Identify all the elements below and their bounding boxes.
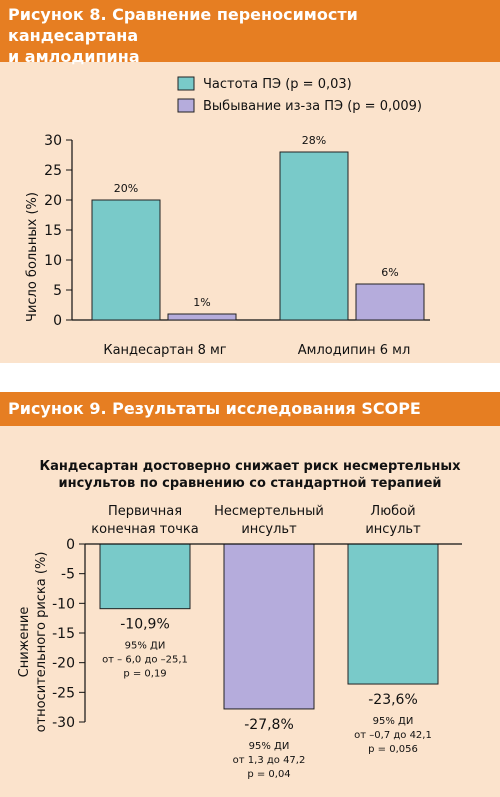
ci-note-line: от 1,3 до 47,2 [233, 755, 306, 766]
y-tick-label: 0 [53, 313, 62, 329]
category-label-line2: инсульт [365, 522, 421, 537]
y-tick-label: -25 [52, 685, 75, 701]
figure-9-title: Рисунок 9. Результаты исследования SCOPE [0, 392, 500, 426]
bar-1-2 [167, 313, 237, 321]
legend-swatch-2 [177, 98, 195, 113]
figure-8-panel: Рисунок 8. Сравнение переносимости канде… [0, 0, 500, 363]
figure-9-subtitle: Кандесартан достоверно снижает риск несм… [0, 458, 500, 492]
ci-note-line: от –0,7 до 42,1 [354, 730, 432, 741]
figure-9-chart: Первичная конечная точка Несмертельный инсу… [17, 504, 462, 780]
ci-note-line: 95% ДИ [373, 716, 414, 727]
figure-8-title: Рисунок 8. Сравнение переносимости канде… [0, 0, 500, 66]
bar-value-label: -27,8% [244, 717, 294, 733]
ci-note-line: p = 0,056 [368, 744, 418, 755]
bar-value-label: -23,6% [368, 692, 418, 708]
category-label-line2: инсульт [241, 522, 297, 537]
y-axis-label-line2: относительного риска (%) [34, 552, 49, 733]
bar-value-label: 28% [302, 134, 326, 147]
bar-value-label: -10,9% [120, 617, 170, 633]
y-axis-label: Число больных (%) [25, 192, 40, 322]
figure-9-title-text: Рисунок 9. Результаты исследования SCOPE [8, 399, 421, 418]
ci-notes: -10,9% 95% ДИ от – 6,0 до –25,1 p = 0,19 -27… [102, 617, 432, 780]
y-axis-ticks: 0 -5 -10 -15 -20 -25 -30 [52, 537, 85, 731]
y-tick-label: 0 [66, 537, 75, 553]
category-label-line2: конечная точка [91, 522, 198, 537]
bar-value-label: 20% [114, 182, 138, 195]
ci-note-line: 95% ДИ [125, 641, 166, 652]
bar-2 [223, 543, 315, 710]
legend-label-1: Частота ПЭ (p = 0,03) [203, 77, 352, 92]
bar-1-1 [91, 199, 161, 321]
figure-8-chart: Частота ПЭ (p = 0,03) Выбывание из-за ПЭ… [25, 76, 430, 358]
y-tick-label: -5 [61, 567, 75, 583]
legend-swatch-1 [177, 76, 195, 91]
ci-note-line: p = 0,04 [247, 769, 290, 780]
panel-gap [0, 363, 500, 392]
bar-value-label: 1% [193, 296, 210, 309]
category-label-line1: Первичная [108, 504, 182, 519]
y-tick-label: -20 [52, 656, 75, 672]
ci-note-line: 95% ДИ [249, 741, 290, 752]
figure-8-title-line2: и амлодипина [8, 47, 140, 66]
y-tick-label: -10 [52, 596, 75, 612]
y-tick-label: -15 [52, 626, 75, 642]
y-tick-label: 20 [44, 193, 62, 209]
ci-note-line: от – 6,0 до –25,1 [102, 655, 188, 666]
bar-value-label: 6% [381, 266, 398, 279]
y-tick-label: 10 [44, 253, 62, 269]
y-tick-label: 30 [44, 133, 62, 149]
category-label-2: Амлодипин 6 мл [298, 343, 411, 358]
bars [99, 543, 439, 710]
category-labels: Первичная конечная точка Несмертельный инсу… [91, 504, 421, 537]
category-label-1: Кандесартан 8 мг [103, 343, 226, 358]
category-label-line1: Несмертельный [214, 504, 324, 519]
figure-9-subtitle-line1: Кандесартан достоверно снижает риск несм… [39, 459, 461, 474]
legend-label-2: Выбывание из-за ПЭ (p = 0,009) [203, 99, 422, 114]
legend: Частота ПЭ (p = 0,03) Выбывание из-за ПЭ… [177, 76, 422, 114]
bar-1 [99, 543, 191, 610]
y-tick-label: 25 [44, 163, 62, 179]
y-axis-label-line1: Снижение [17, 607, 32, 678]
bar-2-1 [279, 151, 349, 321]
figure-8-title-line1: Рисунок 8. Сравнение переносимости канде… [8, 5, 358, 45]
y-tick-label: 5 [53, 283, 62, 299]
y-tick-label: -30 [52, 715, 75, 731]
y-axis-ticks: 0 5 10 15 20 25 30 [44, 133, 72, 329]
bar-3 [347, 543, 439, 685]
figure-9-subtitle-line2: инсультов по сравнению со стандартной те… [58, 476, 442, 491]
figure-9-panel: Рисунок 9. Результаты исследования SCOPE… [0, 392, 500, 797]
bar-2-2 [355, 283, 425, 321]
y-tick-label: 15 [44, 223, 62, 239]
ci-note-line: p = 0,19 [123, 669, 166, 680]
category-label-line1: Любой [370, 504, 415, 519]
bars: 20% 1% 28% 6% [91, 134, 425, 321]
